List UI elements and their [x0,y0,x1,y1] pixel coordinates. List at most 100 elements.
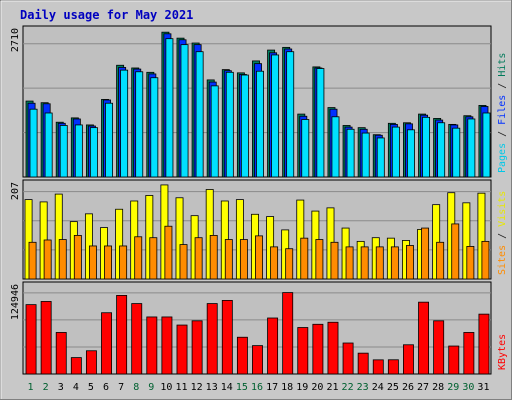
bar-kbytes-day-8 [131,303,143,375]
side-label-part-3: / [497,77,508,95]
bar-sites-day-13 [209,235,218,280]
bar-pages-day-28 [437,122,446,178]
x-label-day-17: 17 [266,382,278,393]
x-label-day-19: 19 [296,382,308,393]
bar-pages-day-29 [452,127,461,178]
bar-visits-day-9 [145,195,154,280]
bar-visits-day-11 [175,197,184,280]
bar-pages-day-10 [165,38,174,178]
bar-kbytes-day-7 [116,294,128,375]
bar-sites-day-11 [179,244,188,280]
bar-pages-day-3 [59,125,68,178]
bar-kbytes-day-18 [282,292,294,375]
bar-kbytes-day-22 [342,342,354,375]
x-label-day-21: 21 [326,382,338,393]
bar-kbytes-day-5 [85,350,97,375]
x-label-day-13: 13 [206,382,218,393]
panel-bottom: 124946 KBytes [10,281,508,375]
x-label-day-26: 26 [402,382,414,393]
x-label-day-5: 5 [88,382,94,393]
bar-pages-day-15 [240,74,249,178]
series-side-label: KBytes [497,334,508,370]
bar-pages-day-27 [422,116,431,178]
bar-sites-day-16 [255,235,263,280]
bar-kbytes-day-21 [327,321,339,375]
bar-sites-day-21 [330,241,339,280]
side-label-part-0: KBytes [497,334,508,370]
x-label-day-10: 10 [160,382,172,393]
side-label-part-4: Hits [497,53,508,77]
bar-sites-day-18 [285,248,294,280]
bar-sites-day-27 [421,227,430,280]
bar-pages-day-21 [331,116,340,178]
x-label-day-9: 9 [148,382,154,393]
bar-kbytes-day-10 [161,316,173,375]
x-label-day-30: 30 [462,382,474,393]
bar-kbytes-day-9 [146,316,158,375]
bar-pages-day-19 [301,119,310,178]
x-label-day-18: 18 [281,382,293,393]
bar-sites-day-29 [451,223,460,280]
y-max-label: 124946 [10,284,21,320]
bar-sites-day-26 [406,245,414,280]
x-label-day-25: 25 [387,382,399,393]
bar-sites-day-3 [58,239,67,280]
x-label-day-28: 28 [432,382,444,393]
bar-pages-day-9 [150,77,159,178]
x-label-day-2: 2 [43,382,49,393]
bar-sites-day-30 [466,246,475,280]
bar-kbytes-day-26 [403,344,414,375]
bar-kbytes-day-13 [206,303,218,375]
bar-pages-day-2 [44,112,53,178]
bar-visits-day-3 [54,193,63,280]
bar-kbytes-day-4 [70,357,82,375]
bar-kbytes-day-15 [236,336,248,375]
bar-kbytes-day-25 [387,359,399,375]
bar-kbytes-day-17 [267,317,279,375]
bar-sites-day-15 [239,239,248,280]
bar-kbytes-day-12 [191,320,203,375]
side-label-part-2: Visits [497,191,508,227]
bar-sites-day-17 [270,246,279,280]
bar-kbytes-day-11 [176,324,188,375]
bar-sites-day-23 [360,246,369,280]
bar-visits-day-28 [432,204,441,280]
chart-title: Daily usage for May 2021 [20,8,193,22]
bar-kbytes-day-6 [101,312,112,375]
bar-pages-day-20 [316,68,325,178]
bar-sites-day-14 [224,239,233,280]
x-label-day-29: 29 [447,382,459,393]
panel-top: 2710 Pages / Files / Hits [10,25,508,178]
bar-pages-day-14 [225,71,234,178]
bar-sites-day-22 [345,246,354,280]
bar-pages-day-6 [105,102,113,178]
bar-sites-day-2 [43,239,52,280]
bar-kbytes-day-29 [448,345,460,375]
x-label-day-15: 15 [236,382,248,393]
x-label-day-24: 24 [372,382,384,393]
bar-pages-day-25 [391,126,400,178]
bar-pages-day-12 [195,51,204,178]
x-label-day-11: 11 [175,382,187,393]
x-label-day-20: 20 [311,382,323,393]
bar-visits-day-1 [24,199,33,280]
x-label-day-23: 23 [357,382,369,393]
bar-pages-day-24 [376,137,385,178]
x-label-day-4: 4 [73,382,79,393]
bar-pages-day-30 [467,118,476,178]
bar-kbytes-day-24 [372,359,384,375]
bar-pages-day-31 [482,112,491,178]
x-label-day-14: 14 [221,382,233,393]
panels: 2710 Pages / Files / Hits 207 Sites / Visit… [10,25,508,375]
bar-sites-day-6 [104,245,112,280]
bar-kbytes-day-14 [221,300,233,375]
x-axis-labels: 1 2 3 4 5 6 7 8 9 10 11 12 13 14 15 16 17 18 19 20 21 22 23 24 2… [28,382,490,393]
bar-kbytes-day-20 [312,323,324,375]
bar-sites-day-8 [134,236,143,280]
bar-sites-day-25 [390,246,399,280]
bar-kbytes-day-1 [25,304,37,375]
bar-pages-day-4 [74,124,83,178]
bar-pages-day-8 [135,71,144,178]
